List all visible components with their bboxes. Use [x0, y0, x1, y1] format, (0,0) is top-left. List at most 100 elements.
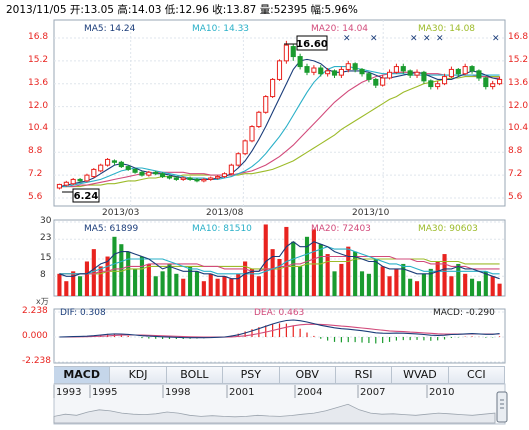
- volume-bar: [490, 276, 495, 296]
- candle-body: [469, 66, 475, 72]
- ma30-line: [59, 76, 500, 188]
- vol-ma5-line: [59, 241, 500, 280]
- price-tick-left: 16.8: [28, 32, 49, 42]
- candle-body: [435, 83, 441, 88]
- candle-body: [476, 70, 482, 79]
- candle-body: [297, 56, 303, 68]
- volume-bar: [229, 278, 234, 296]
- candle-body: [448, 68, 454, 78]
- tab-macd[interactable]: MACD: [54, 367, 111, 383]
- price-tick-right: 13.6: [508, 77, 529, 88]
- event-marker-icon: ✕: [370, 34, 378, 44]
- price-tick-left: 5.6: [28, 192, 43, 202]
- timeline-year-label: 2004: [297, 387, 323, 398]
- tab-boll[interactable]: BOLL: [167, 367, 224, 383]
- price-tick-left: 10.4: [28, 123, 49, 134]
- timeline-history-curve: [53, 403, 496, 424]
- candle-body: [111, 160, 118, 163]
- candle-body: [173, 177, 179, 180]
- quote-change: 幅:5.96%: [310, 4, 358, 16]
- volume-bar: [366, 273, 371, 296]
- candle-body: [201, 178, 207, 182]
- tab-kdj[interactable]: KDJ: [110, 367, 167, 383]
- tab-psy[interactable]: PSY: [223, 367, 280, 383]
- volume-bar: [112, 236, 117, 296]
- volume-bar: [98, 266, 103, 296]
- volume-bar: [263, 224, 268, 296]
- volume-bar: [236, 273, 241, 296]
- volume-bar: [497, 283, 502, 296]
- candle-body: [455, 68, 461, 75]
- tab-cci[interactable]: CCI: [449, 367, 505, 383]
- macd-lines: [59, 319, 500, 339]
- candle-body: [91, 168, 97, 178]
- macd-tick: 0.000: [22, 331, 48, 341]
- dea-legend: DEA: 0.463: [254, 308, 305, 318]
- high-callout-label: 16.60: [296, 39, 328, 50]
- candle-body: [414, 71, 420, 76]
- candle-body: [462, 66, 468, 75]
- candle-body: [428, 80, 434, 88]
- volume-bar: [119, 244, 124, 296]
- volume-bar-series: [57, 224, 502, 296]
- timeline-year-label: 2007: [360, 387, 386, 398]
- timeline-year-label: 1998: [165, 387, 191, 398]
- volume-bar: [249, 268, 255, 296]
- candle-body: [373, 78, 379, 86]
- candle-body: [490, 83, 496, 88]
- candle-body: [483, 77, 489, 88]
- tab-rsi[interactable]: RSI: [336, 367, 393, 383]
- quote-close: 收:13.87: [212, 4, 257, 16]
- volume-bar: [105, 256, 110, 296]
- volume-bar: [463, 273, 468, 296]
- quote-low: 低:12.96: [164, 4, 209, 16]
- volume-bar: [215, 278, 220, 296]
- price-tick-right: 16.8: [508, 32, 529, 42]
- candle-body: [118, 161, 124, 168]
- event-marker-icon: ✕: [343, 34, 351, 44]
- volume-bar: [201, 281, 206, 296]
- volume-bar: [71, 271, 76, 296]
- candle-body: [180, 177, 186, 180]
- vol-ma30-legend: MA30: 90603: [418, 224, 478, 234]
- tab-obv[interactable]: OBV: [280, 367, 336, 383]
- timeline-handle[interactable]: [496, 391, 508, 423]
- candle-body: [70, 178, 76, 185]
- price-tick-right: 5.6: [508, 192, 523, 202]
- candle-body: [84, 174, 90, 182]
- high-callout: 16.60: [284, 35, 328, 51]
- macd-tick: 2.238: [22, 306, 48, 316]
- volume-bar: [208, 273, 213, 296]
- vol-ma30-line: [59, 258, 500, 275]
- candle-body: [331, 70, 338, 76]
- low-callout-label: 6.24: [74, 191, 99, 202]
- candle-body: [290, 46, 296, 58]
- dif-line: [59, 319, 500, 339]
- volume-bar: [256, 276, 261, 296]
- candle-body: [194, 178, 200, 182]
- volume-bar: [174, 273, 179, 296]
- candle-body: [146, 171, 152, 176]
- tab-wvad[interactable]: WVAD: [392, 367, 449, 383]
- volume-tick: 15: [40, 253, 52, 263]
- candle-body: [304, 66, 310, 73]
- date-label-3: 2013/10: [352, 208, 390, 218]
- candle-body: [270, 78, 276, 98]
- price-tick-left: 7.2: [28, 169, 43, 180]
- candle-body: [242, 140, 248, 155]
- candle-body: [256, 111, 262, 128]
- candle-body: [105, 158, 111, 166]
- volume-bar: [167, 263, 172, 296]
- volume-bar: [435, 261, 440, 296]
- volume-bar: [394, 268, 399, 296]
- candle-body: [235, 153, 241, 166]
- candle-body: [77, 178, 83, 182]
- volume-bar: [387, 276, 392, 296]
- price-tick-left: 8.8: [28, 146, 43, 157]
- candle-body: [311, 67, 317, 73]
- candle-body: [345, 63, 351, 70]
- candlestick-series: [56, 40, 503, 190]
- candle-body: [166, 176, 173, 179]
- candle-body: [359, 68, 365, 75]
- ma20-legend: MA20: 14.04: [311, 24, 369, 34]
